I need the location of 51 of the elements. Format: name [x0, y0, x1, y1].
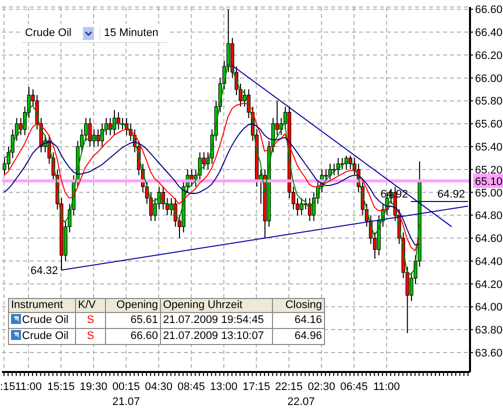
- x-tick-label: 22:15: [275, 381, 303, 393]
- y-tick-label: 65.60: [475, 118, 503, 131]
- x-tick-label: 08:45: [177, 381, 205, 393]
- x-tick-label: 06:45: [340, 381, 368, 393]
- annotation: Closing: [272, 298, 324, 312]
- x-tick-label: 04:30: [144, 381, 172, 393]
- y-tick-label: 63.60: [475, 347, 503, 360]
- annotation: 21.07.2009 19:54:45: [160, 312, 272, 328]
- annotation: S: [76, 328, 106, 344]
- annotation: 15 Minuten: [99, 27, 158, 39]
- text: 22.07: [286, 396, 316, 408]
- y-tick-label: 66.40: [475, 27, 503, 40]
- y-tick-label: 65.20: [475, 164, 503, 176]
- annotation: Opening Uhrzeit: [160, 298, 272, 312]
- data-label: 64.92: [437, 188, 465, 201]
- annotation: Instrument: [8, 298, 76, 312]
- y-tick-label: 64.00: [475, 302, 503, 314]
- x-tick-label: 11:00: [15, 381, 42, 393]
- y-tick-label: 64.80: [475, 210, 503, 222]
- y-tick-label: 66.60: [475, 4, 503, 16]
- x-tick-label: 19:30: [80, 381, 108, 393]
- annotation: 64.96: [272, 328, 324, 344]
- y-tick-label: 65.80: [475, 96, 503, 108]
- annotation: Crude Oil: [8, 312, 76, 328]
- annotation: 65.61: [106, 312, 160, 328]
- text: 21.07: [111, 396, 141, 408]
- y-tick-label: 64.40: [475, 256, 503, 268]
- y-tick-label: 65.00: [475, 187, 503, 200]
- y-tick-label: 64.20: [475, 278, 503, 291]
- annotation: K/V: [76, 298, 106, 312]
- x-tick-label: :15: [0, 381, 16, 393]
- x-tick-label: 11:00: [373, 381, 400, 393]
- y-tick-label: 64.60: [475, 233, 503, 246]
- annotation: 21.07.2009 13:10:07: [160, 328, 272, 344]
- annotation: Crude Oil: [24, 27, 72, 39]
- annotation: 66.60: [106, 328, 160, 344]
- y-tick-label: 66.20: [475, 50, 503, 62]
- x-tick-label: 02:30: [308, 381, 336, 393]
- annotation: Crude Oil: [8, 328, 76, 344]
- x-tick-label: 13:00: [210, 381, 238, 393]
- annotation: 64.16: [272, 312, 324, 328]
- y-tick-label: 63.80: [475, 324, 503, 337]
- x-tick-label: 00:15: [112, 381, 140, 393]
- annotation: Opening: [106, 298, 160, 312]
- data-label: 64.32: [30, 265, 58, 278]
- x-tick-label: 15:15: [47, 381, 75, 393]
- x-tick-label: 17:15: [242, 381, 270, 393]
- annotation: S: [76, 312, 106, 328]
- ref-line-label: 65.10: [475, 176, 503, 188]
- y-tick-label: 66.00: [475, 72, 503, 85]
- y-tick-label: 65.40: [475, 141, 503, 154]
